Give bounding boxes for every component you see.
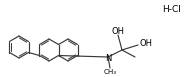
Text: CH₃: CH₃ bbox=[103, 69, 117, 75]
Text: OH: OH bbox=[112, 26, 124, 35]
Text: H-Cl: H-Cl bbox=[162, 4, 181, 13]
Text: N: N bbox=[105, 54, 111, 63]
Text: OH: OH bbox=[140, 38, 152, 48]
